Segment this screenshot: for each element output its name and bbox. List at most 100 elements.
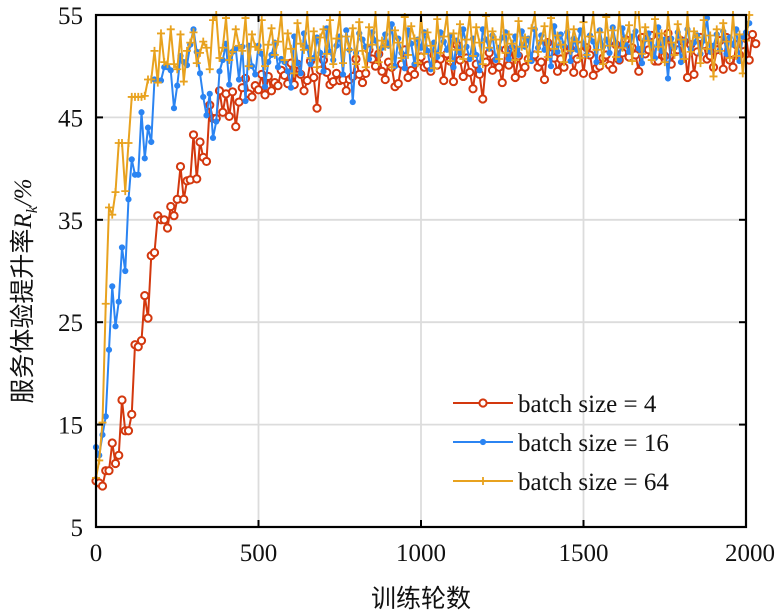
data-point — [97, 481, 108, 491]
series-line — [95, 17, 751, 457]
data-point — [199, 37, 208, 46]
data-point — [231, 25, 240, 34]
data-point — [253, 85, 264, 95]
data-point — [169, 211, 179, 221]
y-tick-label: 45 — [58, 105, 83, 132]
data-point — [108, 210, 117, 219]
data-point — [121, 187, 130, 196]
data-point — [504, 30, 513, 39]
x-axis-title: 训练轮数 — [371, 584, 471, 613]
data-point — [625, 21, 633, 30]
data-point — [378, 36, 386, 45]
data-point — [475, 38, 484, 47]
data-point — [196, 48, 204, 57]
legend-marker — [479, 477, 487, 485]
data-point — [235, 76, 243, 83]
data-point — [501, 48, 510, 57]
data-point — [226, 81, 233, 88]
data-point — [719, 19, 728, 28]
data-point — [186, 38, 195, 47]
data-point — [115, 298, 122, 305]
data-point — [284, 68, 291, 75]
data-point — [227, 87, 238, 97]
data-point — [478, 60, 487, 69]
data-point — [213, 118, 220, 125]
data-point — [689, 69, 699, 79]
data-point — [466, 55, 473, 63]
data-point — [621, 34, 630, 43]
svg-text:服务体验提升率Rk/%: 服务体验提升率Rk/% — [8, 178, 41, 403]
data-point — [401, 65, 408, 72]
data-point — [149, 247, 160, 258]
data-point — [201, 156, 212, 167]
data-point — [312, 103, 322, 113]
data-point — [141, 155, 148, 162]
data-point — [135, 171, 142, 178]
data-point — [209, 134, 217, 141]
data-point — [521, 33, 529, 42]
data-point — [667, 38, 676, 47]
legend-label: batch size = 16 — [518, 430, 669, 457]
data-point — [436, 48, 445, 57]
data-point — [183, 46, 191, 55]
data-point — [660, 58, 669, 67]
data-point — [732, 51, 741, 60]
data-point — [468, 84, 478, 94]
data-point — [127, 409, 137, 419]
data-point — [606, 49, 613, 56]
data-point — [505, 55, 512, 63]
data-point — [107, 438, 117, 448]
data-point — [358, 46, 367, 55]
y-tick-label: 55 — [58, 3, 83, 30]
data-point — [677, 35, 685, 44]
legend-marker — [478, 398, 488, 408]
data-point — [567, 57, 574, 65]
y-tick-label: 35 — [58, 208, 83, 235]
data-point — [593, 59, 600, 66]
data-point — [293, 19, 302, 28]
data-point — [192, 59, 201, 68]
data-point — [657, 29, 666, 38]
data-point — [189, 28, 198, 37]
data-point — [148, 138, 155, 146]
data-point — [696, 59, 705, 68]
data-point — [725, 54, 734, 63]
data-point — [357, 77, 368, 88]
data-point — [274, 64, 282, 71]
data-point — [331, 68, 342, 78]
data-point — [420, 49, 429, 58]
data-point — [159, 215, 169, 225]
data-point — [200, 93, 207, 101]
data-point — [616, 56, 623, 64]
legend-label: batch size = 4 — [518, 391, 657, 418]
data-point — [280, 56, 289, 65]
data-point — [709, 72, 718, 81]
data-point — [319, 25, 328, 34]
data-point — [140, 91, 149, 100]
data-point — [274, 37, 282, 46]
data-point — [167, 67, 174, 74]
data-point — [578, 68, 589, 78]
data-point — [540, 22, 549, 31]
data-point — [514, 17, 523, 26]
data-point — [508, 39, 516, 48]
data-point — [693, 33, 702, 42]
data-point — [264, 40, 273, 49]
data-point — [534, 47, 542, 56]
legend-item: batch size = 4 — [453, 391, 657, 418]
data-point — [638, 60, 646, 67]
y-axis-title: 服务体验提升率Rk/% — [8, 178, 41, 403]
data-point — [162, 223, 173, 233]
data-point — [231, 122, 241, 132]
data-point — [394, 38, 403, 47]
data-point — [638, 49, 646, 58]
data-point — [209, 16, 217, 25]
data-point — [485, 43, 494, 52]
data-point — [105, 346, 113, 353]
data-point — [728, 62, 738, 72]
legend-item: batch size = 16 — [453, 430, 669, 457]
y-tick-label: 25 — [58, 310, 83, 337]
data-point — [225, 56, 234, 65]
data-point — [195, 137, 205, 147]
data-point — [472, 23, 481, 32]
